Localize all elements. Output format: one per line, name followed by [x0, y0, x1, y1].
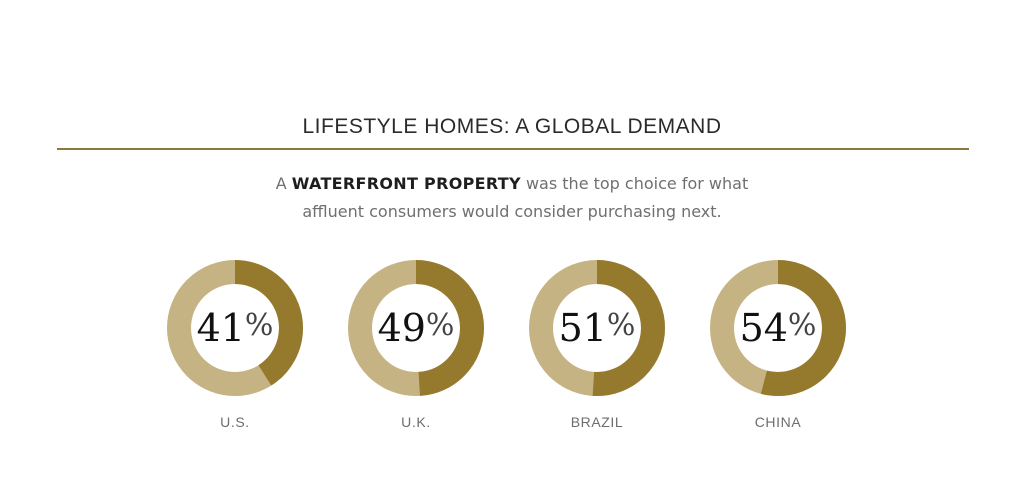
percent-number: 51	[559, 306, 607, 350]
donut-1: 41% U.S.	[167, 260, 303, 430]
subtitle-line-2: affluent consumers would consider purcha…	[302, 202, 722, 221]
donut-category-label: U.K.	[401, 414, 431, 430]
percent-number: 41	[197, 306, 245, 350]
percent-sign: %	[607, 308, 636, 343]
donut-category-label: BRAZIL	[571, 414, 624, 430]
title-divider	[57, 148, 969, 150]
percent-number: 54	[740, 306, 788, 350]
chart-subtitle: A WATERFRONT PROPERTY was the top choice…	[0, 170, 1024, 226]
donut-4: 54% CHINA	[710, 260, 846, 430]
chart-title: LIFESTYLE HOMES: A GLOBAL DEMAND	[302, 115, 722, 138]
donut-value-arc	[167, 260, 303, 396]
donut-value-arc	[348, 260, 484, 396]
donut-3: 51% BRAZIL	[529, 260, 665, 430]
donut-category-label: U.S.	[220, 414, 250, 430]
donut-percent-label: 51%	[559, 306, 636, 350]
percent-sign: %	[788, 308, 817, 343]
donut-value-arc	[529, 260, 665, 396]
donut-percent-label: 54%	[740, 306, 817, 350]
subtitle-prefix: A	[275, 174, 292, 193]
percent-number: 49	[378, 306, 426, 350]
donut-value-arc	[710, 260, 846, 396]
donut-percent-label: 49%	[378, 306, 455, 350]
donut-percent-label: 41%	[197, 306, 274, 350]
percent-sign: %	[426, 308, 455, 343]
percent-sign: %	[245, 308, 274, 343]
subtitle-suffix: was the top choice for what	[520, 174, 749, 193]
donut-2: 49% U.K.	[348, 260, 484, 430]
donut-category-label: CHINA	[755, 414, 802, 430]
subtitle-highlight: WATERFRONT PROPERTY	[291, 174, 521, 193]
